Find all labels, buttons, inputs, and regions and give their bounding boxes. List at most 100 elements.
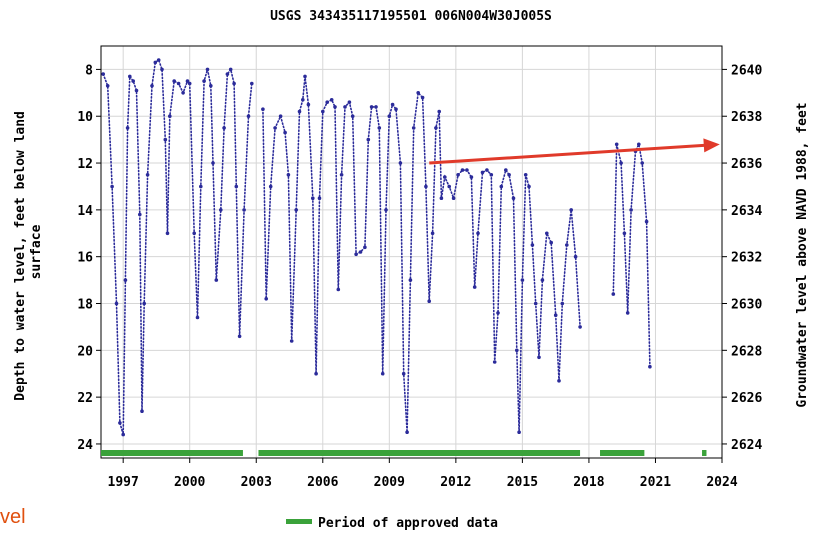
data-point: [451, 196, 456, 200]
data-point: [504, 168, 508, 172]
cropped-caption-text: vel: [0, 506, 26, 528]
approved-period-bar: [600, 450, 645, 456]
data-point: [401, 371, 406, 376]
data-point: [163, 137, 168, 142]
data-point: [172, 79, 176, 83]
data-point: [160, 67, 164, 72]
data-point: [434, 126, 438, 130]
data-point: [549, 240, 553, 245]
data-point: [228, 67, 233, 72]
legend-swatch: [286, 519, 312, 524]
y-right-tick-label: 2626: [731, 391, 762, 406]
plot-frame: [100, 45, 723, 459]
data-point: [350, 114, 355, 118]
data-point: [185, 79, 190, 83]
data-point: [232, 81, 236, 86]
data-point: [640, 161, 644, 165]
y-right-tick-label: 2634: [731, 204, 762, 219]
data-point: [499, 184, 504, 189]
data-point: [578, 325, 582, 329]
data-point: [369, 105, 374, 109]
data-point: [187, 81, 192, 86]
data-point: [128, 74, 132, 79]
data-point: [289, 339, 294, 343]
data-point: [118, 421, 122, 425]
data-point: [138, 212, 142, 217]
trend-arrow-line: [429, 143, 708, 165]
data-point: [250, 81, 254, 86]
data-point: [472, 285, 477, 289]
data-point: [150, 84, 154, 88]
y-right-tick-label: 2638: [731, 110, 762, 125]
data-point: [614, 142, 619, 147]
x-tick-label: 2018: [573, 475, 604, 490]
data-point: [273, 126, 277, 130]
data-point: [354, 252, 358, 257]
data-point: [456, 173, 460, 177]
y-left-tick-label: 14: [77, 204, 93, 219]
data-point: [557, 379, 561, 383]
chart-title: USGS 343435117195501 006N004W30J005S: [270, 9, 552, 24]
approved-period-bar: [258, 450, 581, 456]
data-point: [496, 311, 500, 315]
trend-arrow: [429, 138, 720, 165]
data-point: [336, 287, 341, 292]
data-point: [303, 74, 307, 79]
data-point: [447, 184, 452, 189]
data-point: [511, 196, 516, 200]
data-point: [192, 231, 196, 236]
data-point: [460, 168, 465, 172]
data-point: [420, 95, 425, 100]
data-point: [317, 196, 322, 200]
y-right-axis-label: Groundwater level above NAVD 1988, feet: [795, 102, 810, 407]
data-point: [264, 297, 269, 301]
data-point: [411, 126, 416, 130]
water-level-series: [101, 58, 652, 437]
data-point: [110, 184, 114, 189]
x-tick-label: 2021: [640, 475, 671, 490]
data-point: [553, 313, 558, 318]
y-left-tick-label: 22: [77, 391, 93, 406]
x-tick-label: 2003: [241, 475, 272, 490]
data-point: [195, 315, 200, 320]
data-point: [181, 91, 185, 95]
data-point: [416, 91, 421, 95]
x-tick-label: 1997: [108, 475, 139, 490]
data-point: [527, 184, 531, 189]
data-point: [485, 168, 489, 172]
data-point: [476, 231, 480, 236]
data-point: [222, 126, 226, 130]
data-point: [211, 161, 215, 165]
data-point: [125, 126, 130, 130]
y-left-tick-label: 20: [77, 344, 93, 359]
data-point: [380, 371, 385, 376]
y-left-tick-label: 16: [77, 251, 93, 266]
approved-period-bar: [702, 450, 707, 456]
data-point: [569, 208, 573, 212]
data-point: [105, 84, 110, 88]
data-point: [199, 184, 203, 189]
data-point: [517, 430, 521, 435]
data-point: [489, 173, 494, 177]
data-point: [427, 299, 432, 304]
x-tick-label: 2012: [440, 475, 471, 490]
data-point: [205, 67, 210, 72]
data-point: [492, 360, 497, 364]
data-point: [301, 98, 305, 102]
y-left-tick-label: 24: [77, 438, 93, 453]
data-point: [507, 173, 511, 177]
data-point: [156, 58, 161, 62]
data-point: [390, 102, 395, 107]
data-point: [339, 173, 344, 177]
data-point: [246, 114, 251, 118]
x-tick-label: 2024: [706, 475, 737, 490]
data-point: [343, 105, 347, 109]
data-point: [314, 371, 318, 376]
data-point: [469, 175, 474, 179]
data-point: [619, 161, 623, 165]
data-point: [430, 231, 435, 236]
data-point: [145, 173, 150, 177]
y-left-axis-ticks: 8 10 12 14 16 18 20 22 24: [77, 63, 101, 453]
data-point: [329, 98, 334, 102]
legend: Period of approved data: [286, 516, 498, 531]
